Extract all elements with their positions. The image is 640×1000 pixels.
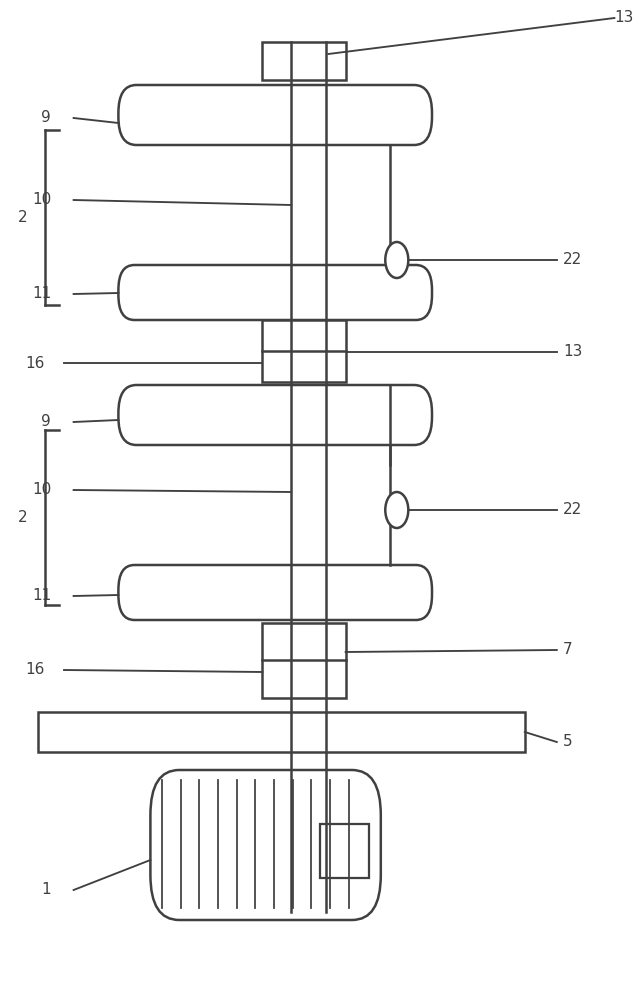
FancyBboxPatch shape [118,565,432,620]
Text: 10: 10 [32,483,51,497]
Text: 1: 1 [42,882,51,898]
Text: 5: 5 [563,734,573,750]
Text: 13: 13 [614,10,634,25]
Text: 2: 2 [17,210,28,225]
FancyBboxPatch shape [118,265,432,320]
Text: 7: 7 [563,643,573,658]
Text: 16: 16 [26,356,45,370]
Text: 13: 13 [563,344,582,360]
Text: 9: 9 [42,110,51,125]
Bar [262,42,346,80]
Bar [262,623,346,698]
FancyBboxPatch shape [150,770,381,920]
Text: 22: 22 [563,252,582,267]
Bar [262,320,346,382]
Text: 9: 9 [42,414,51,430]
Circle shape [385,242,408,278]
FancyBboxPatch shape [118,85,432,145]
Text: 22: 22 [563,502,582,518]
Text: 10: 10 [32,192,51,208]
Bar [38,712,525,752]
Text: 11: 11 [32,588,51,603]
FancyBboxPatch shape [118,385,432,445]
Bar [320,824,369,878]
Circle shape [385,492,408,528]
Text: 2: 2 [17,510,28,525]
Text: 16: 16 [26,662,45,678]
Text: 11: 11 [32,286,51,302]
